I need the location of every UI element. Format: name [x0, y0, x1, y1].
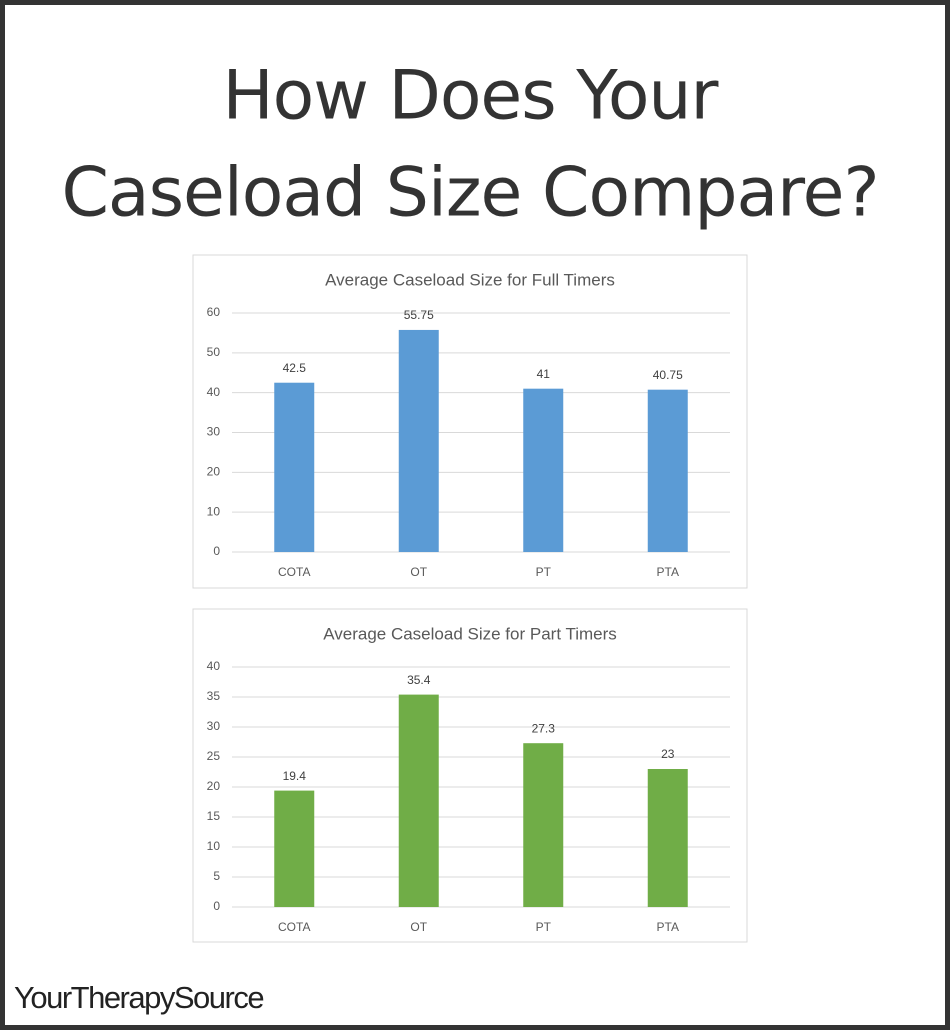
y-tick-label: 50: [207, 345, 221, 359]
bar: [274, 382, 315, 552]
bar: [398, 694, 439, 907]
data-label: 55.75: [404, 308, 434, 322]
y-tick-label: 30: [207, 425, 221, 439]
y-tick-label: 20: [207, 779, 221, 793]
y-tick-label: 35: [207, 689, 221, 703]
y-tick-label: 40: [207, 385, 221, 399]
x-tick-label: PTA: [657, 565, 679, 579]
data-label: 40.75: [653, 368, 683, 382]
y-tick-label: 25: [207, 749, 221, 763]
bar: [398, 329, 439, 552]
bar: [647, 389, 688, 552]
data-label: 23: [661, 747, 675, 761]
bar: [523, 743, 564, 907]
y-tick-label: 10: [207, 504, 221, 518]
y-tick-label: 60: [207, 305, 221, 319]
page-title: Caseload Size Compare?: [61, 154, 878, 233]
data-label: 35.4: [407, 673, 431, 687]
data-label: 42.5: [283, 361, 307, 375]
x-tick-label: COTA: [278, 920, 310, 934]
page-title: How Does Your: [223, 57, 719, 136]
bar: [523, 388, 564, 552]
data-label: 41: [537, 367, 551, 381]
x-tick-label: PT: [536, 920, 552, 934]
bar: [274, 790, 315, 907]
x-tick-label: PTA: [657, 920, 679, 934]
data-label: 27.3: [532, 721, 556, 735]
chart-title: Average Caseload Size for Full Timers: [325, 270, 615, 289]
x-tick-label: OT: [410, 920, 427, 934]
data-label: 19.4: [283, 769, 307, 783]
chart-title: Average Caseload Size for Part Timers: [323, 624, 617, 643]
x-tick-label: COTA: [278, 565, 310, 579]
y-tick-label: 15: [207, 809, 221, 823]
y-tick-label: 5: [213, 869, 220, 883]
y-tick-label: 0: [213, 544, 220, 558]
footer: YourTherapySource: [14, 980, 263, 1015]
y-tick-label: 40: [207, 659, 221, 673]
y-tick-label: 10: [207, 839, 221, 853]
bar: [647, 769, 688, 907]
y-tick-label: 0: [213, 899, 220, 913]
y-tick-label: 20: [207, 465, 221, 479]
x-tick-label: OT: [410, 565, 427, 579]
y-tick-label: 30: [207, 719, 221, 733]
x-tick-label: PT: [536, 565, 552, 579]
